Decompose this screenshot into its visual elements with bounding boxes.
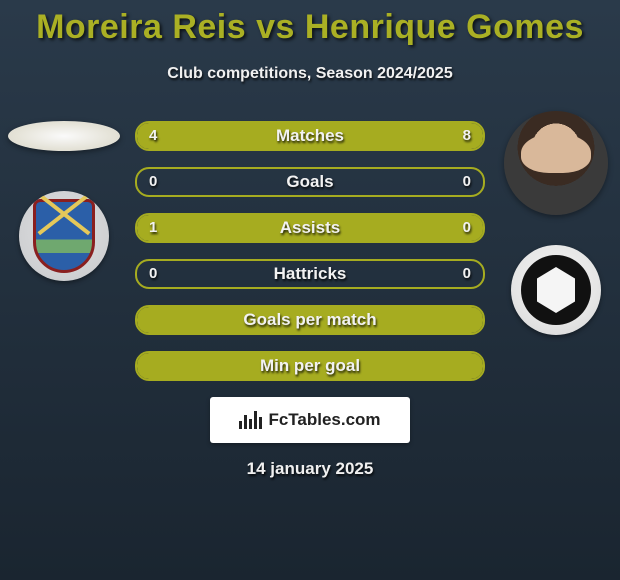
stat-value-right: 0 — [463, 169, 471, 195]
page-subtitle: Club competitions, Season 2024/2025 — [0, 65, 620, 83]
page-title: Moreira Reis vs Henrique Gomes — [0, 8, 620, 47]
stats-area: Matches48Goals00Assists10Hattricks00Goal… — [0, 121, 620, 479]
stat-label: Goals — [137, 169, 483, 195]
stat-label: Matches — [137, 123, 483, 149]
left-player-column — [8, 111, 120, 281]
stat-row: Min per goal — [135, 351, 485, 381]
stat-value-left: 4 — [149, 123, 157, 149]
stat-value-right: 0 — [463, 261, 471, 287]
club-logo-left — [19, 191, 109, 281]
stat-row: Goals per match — [135, 305, 485, 335]
comparison-date: 14 january 2025 — [0, 459, 620, 479]
stat-row: Goals0 0 — [135, 167, 485, 197]
comparison-card: Moreira Reis vs Henrique Gomes Club comp… — [0, 0, 620, 479]
player-avatar-left — [8, 121, 120, 151]
stat-value-left: 0 — [149, 169, 157, 195]
stat-value-left: 1 — [149, 215, 157, 241]
stat-value-right: 0 — [463, 215, 471, 241]
stat-row: Hattricks0 0 — [135, 259, 485, 289]
player-avatar-right — [504, 111, 608, 215]
stat-value-left: 0 — [149, 261, 157, 287]
club-shield-icon — [33, 199, 95, 273]
right-player-column — [504, 111, 608, 335]
stat-bars: Matches48Goals00Assists10Hattricks00Goal… — [135, 121, 485, 381]
stat-row: Matches4 8 — [135, 121, 485, 151]
stat-label: Min per goal — [137, 353, 483, 379]
bars-icon — [239, 411, 262, 429]
club-badge-icon — [521, 255, 591, 325]
club-logo-right — [511, 245, 601, 335]
stat-value-right: 8 — [463, 123, 471, 149]
stat-label: Hattricks — [137, 261, 483, 287]
stat-label: Assists — [137, 215, 483, 241]
brand-text: FcTables.com — [268, 410, 380, 430]
stat-label: Goals per match — [137, 307, 483, 333]
stat-row: Assists1 0 — [135, 213, 485, 243]
brand-footer: FcTables.com — [210, 397, 410, 443]
